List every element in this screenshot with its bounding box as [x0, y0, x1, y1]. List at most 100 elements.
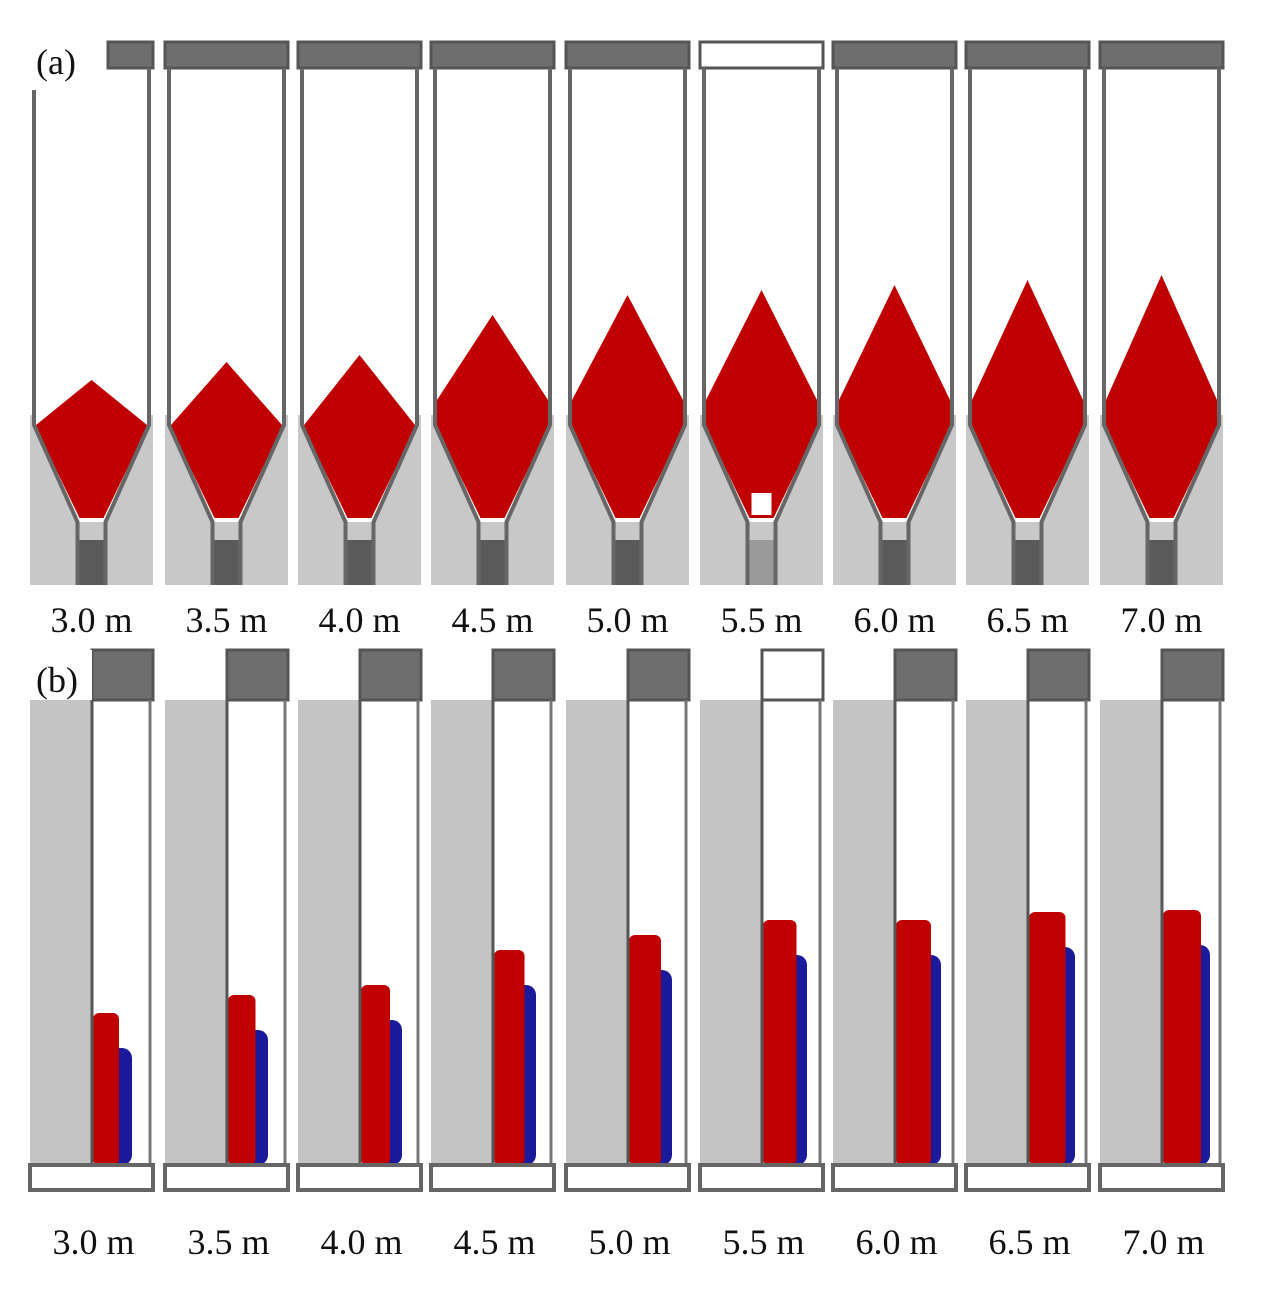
caption: 5.0 m	[588, 1222, 670, 1262]
hopper-wall	[32, 90, 80, 585]
caption: 6.0 m	[855, 1222, 937, 1262]
outlet-gap	[751, 493, 772, 515]
outlet	[749, 540, 774, 585]
outlet	[1015, 540, 1040, 585]
top-bar	[163, 40, 290, 70]
base	[429, 1163, 556, 1192]
hopper-wall	[702, 68, 750, 585]
hopper-wall	[568, 68, 616, 585]
hopper-wall	[773, 68, 821, 585]
red-particles	[629, 935, 661, 1165]
top-bar	[1026, 648, 1091, 702]
particle-pile	[572, 295, 683, 518]
top-bar	[626, 648, 691, 702]
hopper-wall	[1173, 68, 1221, 585]
hopper-wall	[103, 68, 151, 585]
red-particles	[228, 995, 256, 1165]
red-particles	[93, 1013, 119, 1165]
hopper-wall	[504, 68, 552, 585]
hopper-wall	[238, 68, 286, 585]
top-bar	[893, 648, 958, 702]
base	[296, 1163, 423, 1192]
hopper-wall	[639, 68, 687, 585]
hopper-wall	[906, 68, 954, 585]
top-bar	[429, 40, 556, 70]
top-bar	[964, 40, 1091, 70]
top-bar	[1098, 40, 1225, 70]
top-bar	[698, 40, 825, 70]
particle-pile	[304, 355, 415, 518]
caption: 3.0 m	[50, 600, 132, 640]
section-bg	[833, 700, 895, 1165]
caption: 7.0 m	[1120, 600, 1202, 640]
section-bg	[566, 700, 628, 1165]
particle-pile	[839, 285, 950, 518]
left-gap	[30, 650, 92, 700]
caption: 6.0 m	[853, 600, 935, 640]
hopper-wall	[300, 68, 348, 585]
section-bg	[700, 700, 762, 1165]
hopper-wall	[835, 68, 883, 585]
base	[1098, 1163, 1225, 1192]
outlet	[79, 540, 104, 585]
caption: 3.0 m	[52, 1222, 134, 1262]
top-bar	[831, 40, 958, 70]
hopper-wall	[167, 68, 215, 585]
outlet	[882, 540, 907, 585]
section-bg	[1100, 700, 1162, 1165]
red-particles	[1163, 910, 1201, 1165]
top-bar	[358, 648, 423, 702]
outlet	[347, 540, 372, 585]
particle-pile	[437, 315, 548, 518]
base	[564, 1163, 691, 1192]
red-particles	[1029, 912, 1066, 1165]
outlet	[214, 540, 239, 585]
particle-pile	[706, 290, 817, 518]
hopper-wall	[371, 68, 419, 585]
base	[163, 1163, 290, 1192]
caption: 5.5 m	[720, 600, 802, 640]
caption: 3.5 m	[185, 600, 267, 640]
red-particles	[494, 950, 525, 1165]
caption: 3.5 m	[187, 1222, 269, 1262]
outlet	[1149, 540, 1174, 585]
particle-pile	[972, 280, 1083, 518]
caption: 4.5 m	[451, 600, 533, 640]
section-bg	[966, 700, 1028, 1165]
caption: 6.5 m	[988, 1222, 1070, 1262]
section-bg	[298, 700, 360, 1165]
base	[964, 1163, 1091, 1192]
top-bar	[491, 648, 556, 702]
caption: 4.0 m	[320, 1222, 402, 1262]
section-bg	[165, 700, 227, 1165]
top-bar	[564, 40, 691, 70]
top-bar	[225, 648, 290, 702]
red-particles	[361, 985, 390, 1165]
top-bar	[296, 40, 423, 70]
caption: 4.0 m	[318, 600, 400, 640]
top-bar	[106, 40, 155, 70]
top-bar	[90, 648, 155, 702]
particle-pile	[36, 380, 147, 518]
top-bar	[760, 648, 825, 702]
section-bg	[431, 700, 493, 1165]
columns: 3.0 m 3.0 m 3.5 m 3.5 m 4.0 m 4.0 m 4.5 m 4.5 m…	[28, 40, 1225, 1262]
caption: 5.0 m	[586, 600, 668, 640]
panel-label: (b)	[36, 660, 78, 700]
outlet	[480, 540, 505, 585]
top-bar	[1160, 648, 1225, 702]
red-particles	[896, 920, 931, 1165]
hopper-wall	[1102, 68, 1150, 585]
base	[831, 1163, 958, 1192]
caption: 6.5 m	[986, 600, 1068, 640]
hopper-wall	[433, 68, 481, 585]
particle-pile	[171, 362, 282, 518]
base	[28, 1163, 155, 1192]
hopper-wall	[1039, 68, 1087, 585]
caption: 5.5 m	[722, 1222, 804, 1262]
section-bg	[30, 700, 92, 1165]
outlet	[615, 540, 640, 585]
base	[698, 1163, 825, 1192]
hopper-wall	[968, 68, 1016, 585]
